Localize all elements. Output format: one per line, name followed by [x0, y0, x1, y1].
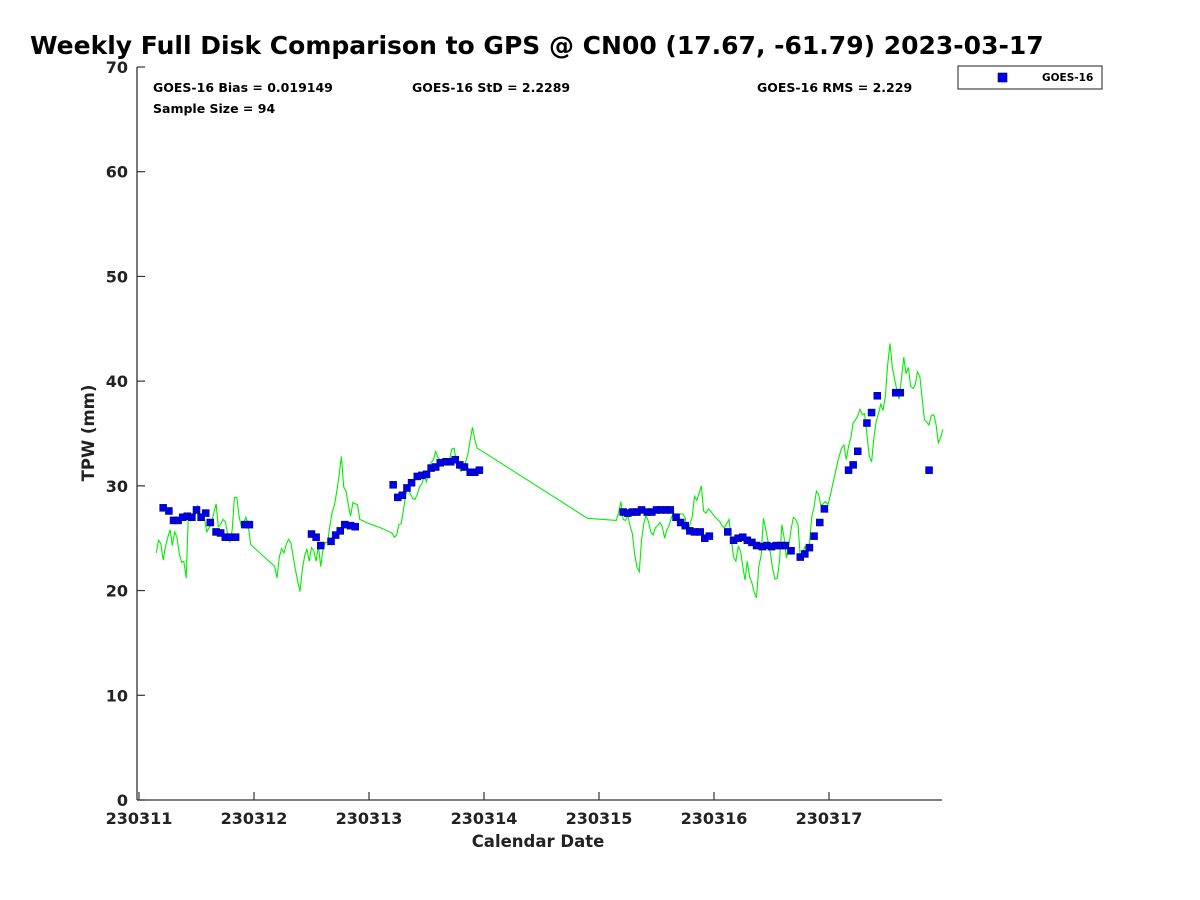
data-point-goes16: [787, 547, 795, 555]
data-point-goes16: [327, 537, 335, 546]
data-point-goes16: [666, 506, 675, 514]
data-point-goes16: [672, 513, 680, 522]
x-tick-label: 230317: [796, 809, 863, 828]
plot-area: 0 10 20 30 40 50 60 70 230311 230312 230313 230314…: [106, 58, 944, 828]
data-point-goes16: [849, 461, 857, 469]
chart-title: Weekly Full Disk Comparison to GPS @ CN0…: [30, 31, 1044, 60]
data-point-goes16: [197, 513, 205, 522]
x-tick-label: 230312: [221, 809, 288, 828]
data-point-goes16: [863, 419, 871, 427]
data-point-goes16: [816, 518, 824, 527]
stat-std: GOES-16 StD = 2.2289: [412, 80, 570, 95]
data-point-goes16: [336, 527, 344, 535]
data-point-goes16: [206, 518, 215, 527]
x-tick-label: 230313: [336, 809, 403, 828]
stat-rms: GOES-16 RMS = 2.229: [757, 80, 912, 95]
data-point-goes16: [188, 513, 196, 522]
data-point-goes16: [696, 528, 704, 536]
data-point-goes16: [165, 507, 173, 515]
y-axis-label: TPW (mm): [79, 385, 98, 482]
y-tick-label: 0: [117, 791, 128, 810]
y-tick-label: 30: [106, 477, 128, 496]
data-point-goes16: [192, 506, 201, 514]
data-point-goes16: [351, 522, 359, 531]
data-point-goes16: [820, 505, 829, 513]
y-tick-label: 40: [106, 372, 128, 391]
x-tick-label: 230316: [681, 809, 748, 828]
data-point-goes16: [216, 529, 225, 537]
legend-marker-goes16: [997, 72, 1008, 83]
data-point-goes16: [805, 543, 814, 552]
legend-label-goes16: GOES-16: [1042, 72, 1093, 84]
data-point-goes16: [844, 466, 853, 474]
y-tick-label: 50: [106, 267, 128, 286]
data-point-goes16: [705, 532, 714, 540]
data-point-goes16: [810, 532, 818, 540]
data-point-goes16: [245, 520, 254, 529]
data-point-goes16: [331, 531, 340, 539]
y-tick-label: 10: [106, 686, 128, 705]
x-axis-label: Calendar Date: [472, 832, 605, 851]
data-point-goes16: [475, 466, 484, 474]
data-point-goes16: [867, 408, 876, 417]
y-tick-label: 70: [106, 58, 128, 77]
data-point-goes16: [422, 470, 431, 479]
data-point-goes16: [873, 392, 882, 400]
data-point-goes16: [316, 541, 325, 550]
stat-sample-size: Sample Size = 94: [153, 101, 275, 116]
data-point-goes16: [896, 388, 905, 397]
data-point-goes16: [201, 509, 210, 517]
x-tick-label: 230314: [451, 809, 518, 828]
series-line-gps: [155, 343, 944, 599]
data-point-goes16: [681, 521, 689, 530]
y-tick-label: 60: [106, 163, 128, 182]
data-point-goes16: [407, 478, 416, 487]
x-tick-label: 230315: [566, 809, 633, 828]
legend-box: [957, 65, 1103, 90]
data-point-goes16: [451, 455, 459, 464]
y-ticks: 0 10 20 30 40 50 60 70: [106, 58, 145, 810]
legend: GOES-16: [957, 65, 1103, 90]
x-ticks: 230311 230312 230313 230314 230315 230316 2303…: [106, 792, 863, 828]
data-point-goes16: [398, 491, 407, 500]
data-point-goes16: [389, 481, 397, 489]
series-layer: [155, 343, 944, 599]
y-tick-label: 20: [106, 582, 128, 601]
x-tick-label: 230311: [106, 809, 173, 828]
data-point-goes16: [801, 550, 809, 558]
stat-bias: GOES-16 Bias = 0.019149: [153, 80, 333, 95]
data-point-goes16: [854, 447, 862, 456]
data-point-goes16: [781, 541, 790, 550]
stats-block: GOES-16 Bias = 0.019149 GOES-16 StD = 2.…: [153, 80, 912, 116]
data-point-goes16: [925, 466, 933, 474]
data-point-goes16: [312, 533, 320, 541]
data-point-goes16: [231, 533, 240, 541]
data-point-goes16: [724, 528, 732, 536]
data-point-goes16: [403, 484, 411, 492]
data-point-goes16: [460, 463, 469, 471]
data-point-goes16: [431, 463, 440, 471]
